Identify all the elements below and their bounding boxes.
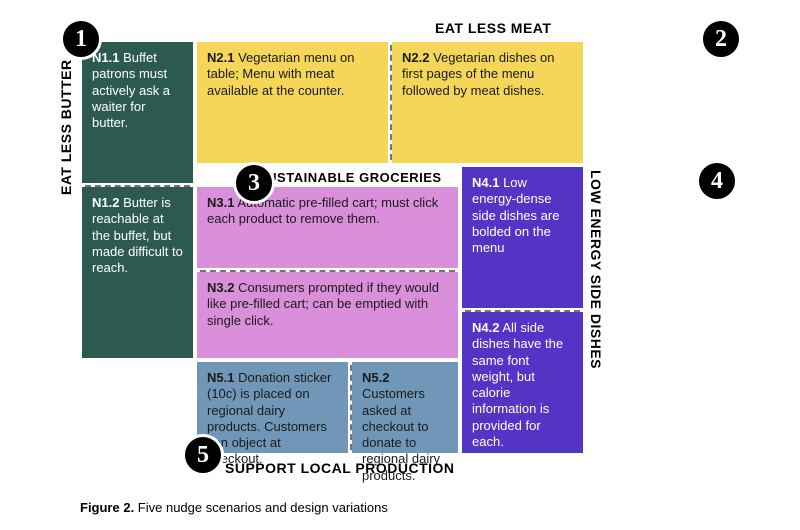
divider xyxy=(465,310,580,312)
label-sustainable-groceries: SUSTAINABLE GROCERIES xyxy=(258,170,442,185)
tile-n22: N2.2 Vegetarian dishes on first pages of… xyxy=(390,40,585,165)
badge-4: 4 xyxy=(696,160,738,202)
figure-caption: Figure 2. Five nudge scenarios and desig… xyxy=(80,500,388,515)
badge-1: 1 xyxy=(60,18,102,60)
tile-n52: N5.2 Customers asked at checkout to dona… xyxy=(350,360,460,455)
divider xyxy=(390,45,392,160)
tile-n11: N1.1 Buffet patrons must actively ask a … xyxy=(80,40,195,185)
badge-3: 3 xyxy=(233,162,275,204)
label-eat-less-meat: EAT LESS MEAT xyxy=(435,20,551,36)
divider xyxy=(350,365,352,450)
badge-5: 5 xyxy=(182,434,224,476)
tile-n31: N3.1 Automatic pre-filled cart; must cli… xyxy=(195,185,460,270)
divider xyxy=(200,270,455,272)
tile-n42: N4.2 All side dishes have the same font … xyxy=(460,310,585,455)
divider xyxy=(85,185,190,187)
tile-n32: N3.2 Consumers prompted if they would li… xyxy=(195,270,460,360)
tile-n21: N2.1 Vegetarian menu on table; Menu with… xyxy=(195,40,390,165)
caption-text: Five nudge scenarios and design variatio… xyxy=(134,500,388,515)
diagram-canvas: EAT LESS MEAT SUPPORT LOCAL PRODUCTION E… xyxy=(80,20,740,480)
tile-n41: N4.1 Low energy-dense side dishes are bo… xyxy=(460,165,585,310)
caption-prefix: Figure 2. xyxy=(80,500,134,515)
label-eat-less-butter: EAT LESS BUTTER xyxy=(58,45,74,195)
label-low-energy: LOW ENERGY SIDE DISHES xyxy=(588,170,604,450)
badge-2: 2 xyxy=(700,18,742,60)
tile-n12: N1.2 Butter is reachable at the buffet, … xyxy=(80,185,195,360)
